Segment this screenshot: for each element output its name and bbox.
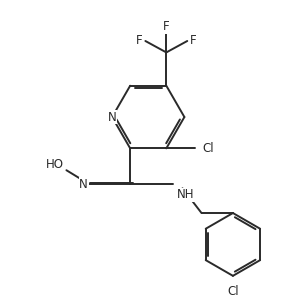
Text: F: F bbox=[136, 35, 143, 47]
Text: Cl: Cl bbox=[227, 285, 239, 298]
Text: NH: NH bbox=[177, 188, 194, 201]
Text: Cl: Cl bbox=[203, 142, 214, 155]
Text: HO: HO bbox=[46, 158, 64, 171]
Text: N: N bbox=[108, 111, 117, 124]
Text: F: F bbox=[163, 20, 170, 33]
Text: F: F bbox=[190, 35, 196, 47]
Text: N: N bbox=[79, 178, 88, 191]
